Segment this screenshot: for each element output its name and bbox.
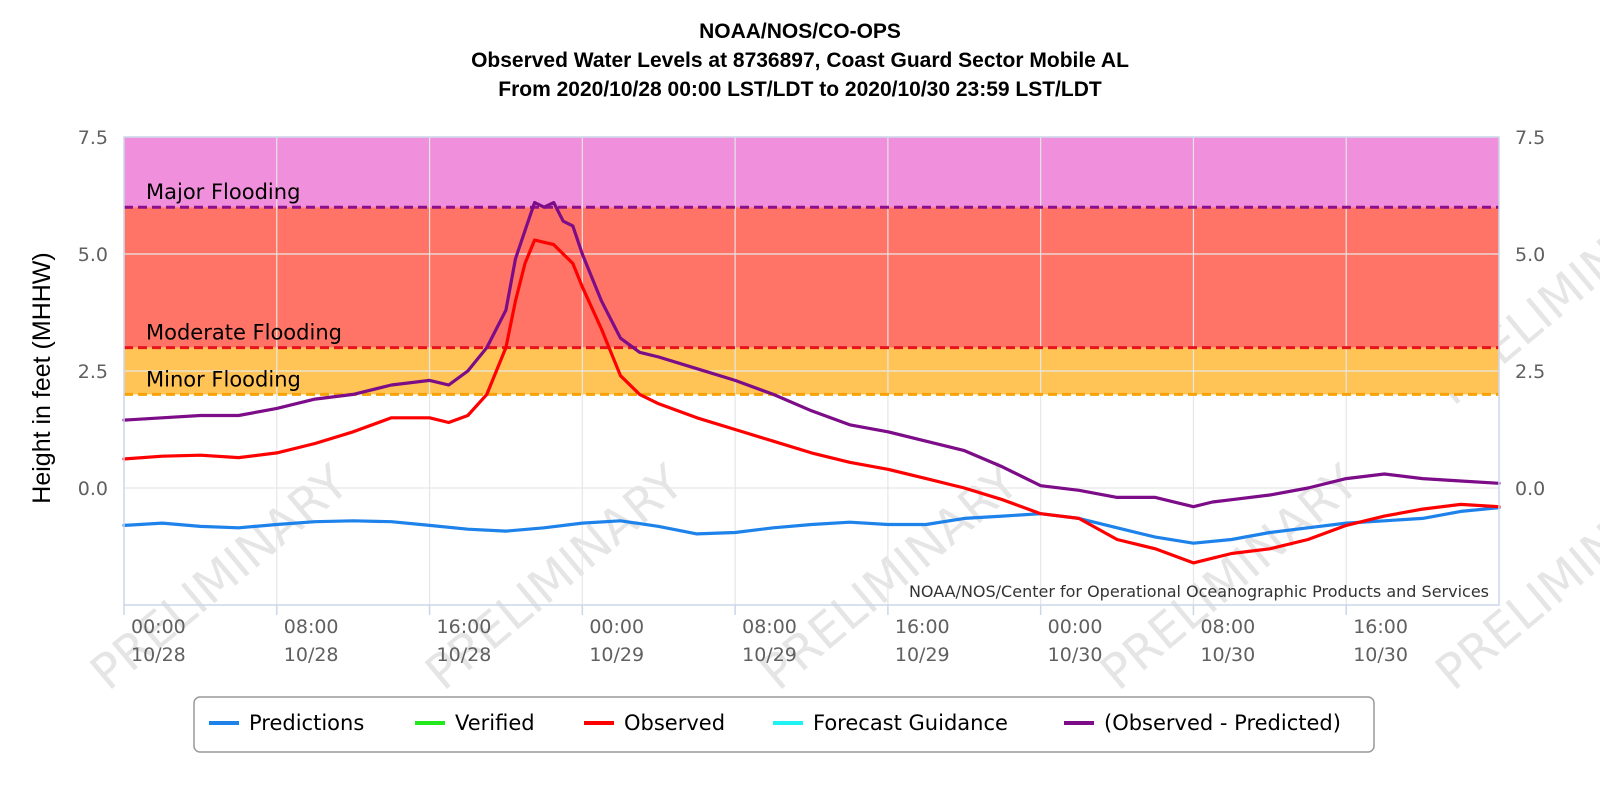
x-tick-date-8: 10/30 <box>1353 644 1408 666</box>
legend-label-1[interactable]: Verified <box>455 711 535 735</box>
x-tick-date-4: 10/29 <box>742 644 797 666</box>
x-tick-time-6: 00:00 <box>1048 616 1103 638</box>
chart-title-line-3: From 2020/10/28 00:00 LST/LDT to 2020/10… <box>498 78 1102 101</box>
y-ticks-left: 7.5 5.0 2.5 0.0 <box>78 127 108 500</box>
plot-border <box>123 136 1500 606</box>
y-tick-left-2: 2.5 <box>78 361 108 383</box>
y-tick-right-3: 0.0 <box>1515 478 1545 500</box>
x-tick-date-3: 10/29 <box>589 644 644 666</box>
flood-zones <box>124 137 1499 395</box>
y-axis-label: Height in feet (MHHW) <box>28 252 56 503</box>
y-tick-right-2: 2.5 <box>1515 361 1545 383</box>
zone-label-0: Major Flooding <box>146 180 300 204</box>
x-ticks: 00:00 10/28 08:00 10/28 16:00 10/28 00:00 10/29… <box>123 605 1408 666</box>
series-line-observed-predicted <box>122 200 1501 509</box>
x-tick-date-2: 10/28 <box>437 644 492 666</box>
y-tick-left-0: 7.5 <box>78 127 108 149</box>
x-tick-time-1: 08:00 <box>284 616 339 638</box>
watermark-4: PRELIMINARY <box>1425 454 1600 701</box>
y-tick-left-3: 0.0 <box>78 478 108 500</box>
x-tick-time-8: 16:00 <box>1353 616 1408 638</box>
legend-label-3[interactable]: Forecast Guidance <box>813 711 1008 735</box>
x-tick-time-5: 16:00 <box>895 616 950 638</box>
zone-label-1: Moderate Flooding <box>146 321 342 345</box>
series-line-predictions <box>122 506 1501 545</box>
chart-title-line-1: NOAA/NOS/CO-OPS <box>699 20 901 43</box>
x-tick-date-5: 10/29 <box>895 644 950 666</box>
x-tick-date-7: 10/30 <box>1200 644 1255 666</box>
chart-title-line-2: Observed Water Levels at 8736897, Coast … <box>471 49 1129 72</box>
flood-zone-band-0 <box>124 137 1499 208</box>
y-tick-right-1: 5.0 <box>1515 244 1545 266</box>
flood-zone-band-1 <box>124 207 1499 348</box>
x-tick-date-6: 10/30 <box>1048 644 1103 666</box>
legend-label-2[interactable]: Observed <box>624 711 725 735</box>
x-tick-time-4: 08:00 <box>742 616 797 638</box>
x-tick-date-0: 10/28 <box>131 644 186 666</box>
series-lines <box>122 200 1501 565</box>
chart-credit: NOAA/NOS/Center for Operational Oceanogr… <box>909 582 1489 601</box>
series-line-observed <box>122 238 1501 565</box>
x-tick-time-7: 08:00 <box>1200 616 1255 638</box>
y-tick-left-1: 5.0 <box>78 244 108 266</box>
y-tick-right-0: 7.5 <box>1515 127 1545 149</box>
x-tick-time-2: 16:00 <box>437 616 492 638</box>
x-tick-time-3: 00:00 <box>589 616 644 638</box>
zone-label-2: Minor Flooding <box>146 367 301 391</box>
y-ticks-right: 7.5 5.0 2.5 0.0 <box>1515 127 1545 500</box>
legend-items: Predictions Verified Observed Forecast Guid… <box>209 711 1341 735</box>
zone-labels: Major Flooding Moderate Flooding Minor Flo… <box>146 180 342 391</box>
legend-label-4[interactable]: (Observed - Predicted) <box>1104 711 1341 735</box>
x-tick-time-0: 00:00 <box>131 616 186 638</box>
legend-label-0[interactable]: Predictions <box>249 711 364 735</box>
x-tick-date-1: 10/28 <box>284 644 339 666</box>
